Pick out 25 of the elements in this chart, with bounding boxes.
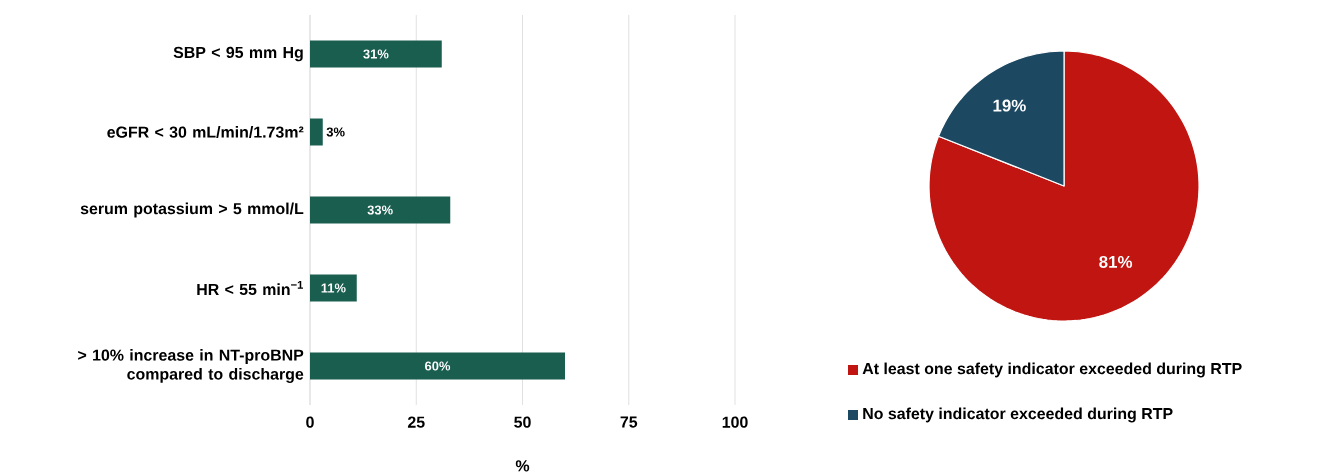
- x-tick-label: 100: [722, 416, 748, 428]
- x-tick-label: 25: [407, 416, 425, 428]
- y-tick-label: > 10% increase in NT-proBNP compared to discharge: [78, 349, 304, 384]
- data-label: 31%: [363, 49, 389, 59]
- y-tick-label: HR < 55 min$^{−1}$: [197, 281, 303, 296]
- x-tick-label: 50: [514, 416, 531, 428]
- data-label: 33%: [367, 205, 393, 215]
- y-tick-label: eGFR < 30 mL/min/1.73m²: [107, 126, 304, 139]
- y-tick-label: SBP < 95 mm Hg: [173, 46, 303, 62]
- bar: [310, 352, 566, 380]
- bar: [310, 40, 442, 68]
- x-tick-label: 75: [620, 416, 638, 428]
- x-tick-label: 0: [306, 416, 314, 428]
- legend-label: At least one safety indicator exceeded during RTP: [862, 362, 1242, 378]
- data-label: 3%: [326, 127, 345, 137]
- bar: [310, 196, 451, 224]
- y-tick-label: serum potassium > 5 mmol/L: [80, 202, 304, 218]
- x-axis-title: %: [515, 460, 530, 472]
- bar: [310, 274, 357, 302]
- data-label: 60%: [425, 361, 451, 371]
- data-label: 81%: [1099, 256, 1133, 269]
- data-label: 11%: [321, 283, 346, 293]
- bar: [310, 118, 323, 146]
- data-label: 19%: [993, 99, 1026, 112]
- legend-label: No safety indicator exceeded during RTP: [863, 407, 1173, 423]
